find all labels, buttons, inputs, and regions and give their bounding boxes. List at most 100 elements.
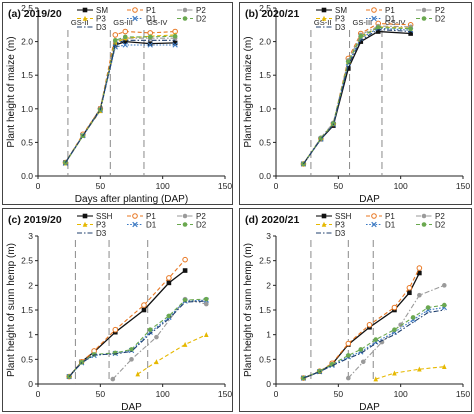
data-point — [204, 296, 209, 302]
legend-label: SM — [96, 6, 108, 15]
data-point — [398, 322, 403, 328]
legend-label: D3 — [96, 23, 107, 32]
x-axis-label: DAP — [359, 194, 380, 205]
y-axis-label: Plant height of sunn hemp (m) — [6, 243, 17, 377]
series-line — [347, 284, 445, 379]
data-point — [112, 37, 118, 43]
panel-2: 0.0 0.5 1.0 1.5 2.0 2.5 0 50 100 150 DAP Plant heig… — [239, 2, 472, 205]
legend-item: P2 — [416, 212, 445, 221]
y-tick-label: 1.0 — [259, 104, 271, 114]
data-point — [204, 331, 209, 337]
data-point — [204, 301, 209, 307]
y-tick-label: 3 — [28, 231, 33, 241]
legend-marker — [371, 221, 377, 228]
data-point — [172, 42, 178, 48]
growth-stage-label: GS-IV — [147, 18, 167, 27]
legend-item: D3 — [316, 23, 346, 32]
data-point — [425, 305, 431, 310]
legend-label: P1 — [385, 6, 395, 15]
data-point — [129, 357, 134, 362]
data-point — [407, 290, 412, 296]
data-point — [410, 315, 416, 320]
legend-label: D3 — [96, 229, 107, 238]
y-tick-label: 1.5 — [21, 305, 33, 315]
series-p3 — [373, 364, 447, 382]
legend-marker — [321, 7, 327, 13]
legend-marker — [82, 15, 88, 21]
x-tick-label: 50 — [96, 389, 106, 399]
x-tick-label: 50 — [334, 389, 344, 399]
data-point — [408, 31, 413, 36]
panel-title: (b) 2020/21 — [245, 8, 299, 20]
x-tick-label: 0 — [36, 181, 41, 191]
data-point — [112, 350, 118, 356]
x-tick-label: 100 — [156, 389, 170, 399]
legend-item: D3 — [77, 229, 107, 238]
legend-item: D1 — [366, 15, 396, 24]
legend-label: SSH — [335, 212, 352, 221]
data-point — [442, 364, 447, 370]
data-point — [147, 41, 153, 46]
legend-marker — [182, 7, 188, 13]
legend-marker — [82, 221, 88, 227]
legend-item: SSH — [77, 212, 113, 221]
legend-item: P3 — [77, 221, 106, 230]
panel-title: (d) 2020/21 — [245, 214, 299, 226]
legend: SM P1 P2 P3 D1 D2 D3 — [77, 6, 207, 32]
data-point — [360, 359, 366, 365]
legend-marker — [82, 213, 88, 219]
y-tick-label: 2 — [28, 280, 33, 290]
y-axis-label: Plant height of maize (m) — [243, 36, 254, 147]
legend-marker — [321, 221, 327, 227]
data-point — [135, 371, 141, 377]
y-tick-label: 0.0 — [21, 171, 33, 181]
legend-marker — [132, 7, 138, 13]
data-point — [112, 326, 119, 333]
panel-frame — [239, 208, 472, 412]
data-point — [406, 285, 413, 291]
legend-label: P2 — [196, 212, 206, 221]
data-point — [408, 26, 413, 32]
series-d3 — [68, 300, 207, 377]
legend-item: P3 — [316, 221, 345, 230]
y-tick-label: 2.5 — [259, 256, 271, 266]
series-line — [302, 28, 411, 165]
panel-1: 0.0 0.5 1.0 1.5 2.0 2.5 0 50 100 150 Days after pl… — [2, 2, 233, 205]
series-d3 — [303, 309, 445, 379]
data-point — [392, 327, 397, 333]
y-tick-label: 2.0 — [259, 37, 271, 47]
legend-marker — [82, 7, 88, 13]
y-tick-label: 2.0 — [21, 37, 33, 47]
legend-marker — [371, 213, 377, 219]
data-point — [166, 280, 172, 286]
growth-stage-label: GS-III — [353, 18, 373, 27]
y-tick-label: 0.0 — [259, 171, 271, 181]
legend-label: D1 — [146, 221, 157, 230]
y-tick-label: 2.5 — [259, 3, 271, 13]
y-tick-label: 1.5 — [259, 305, 271, 315]
legend-item: SM — [316, 6, 347, 15]
legend-marker — [421, 7, 427, 13]
data-point — [154, 359, 159, 365]
y-tick-label: 1.5 — [259, 70, 271, 80]
x-tick-label: 150 — [218, 181, 232, 191]
series-line — [68, 300, 207, 377]
legend-label: D2 — [435, 221, 446, 230]
data-point — [154, 334, 159, 340]
x-axis-label: Days after planting (DAP) — [75, 194, 188, 205]
data-point — [417, 270, 422, 276]
legend-item: P2 — [416, 6, 445, 15]
data-point — [417, 292, 422, 298]
data-point — [375, 25, 381, 30]
legend-marker — [421, 222, 427, 227]
legend-label: P1 — [146, 212, 156, 221]
series-line — [64, 39, 176, 163]
legend-label: P2 — [435, 212, 445, 221]
series-line — [303, 304, 445, 379]
legend-label: P3 — [335, 15, 345, 24]
series-line — [303, 309, 445, 379]
series-d3 — [64, 39, 176, 163]
legend-marker — [321, 15, 327, 21]
data-point — [122, 28, 129, 35]
legend-marker — [371, 15, 377, 22]
